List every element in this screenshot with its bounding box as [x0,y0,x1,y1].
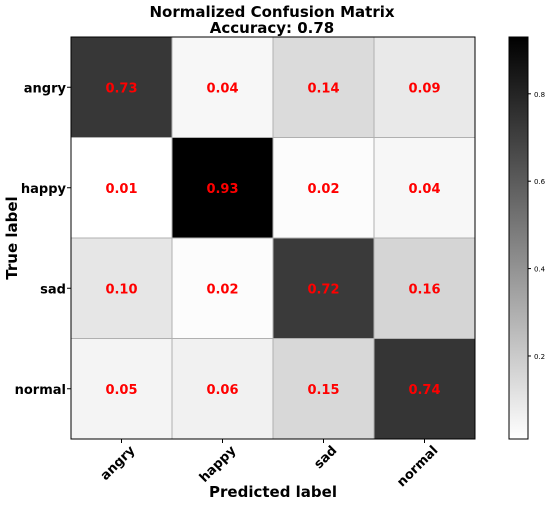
chart-subtitle: Accuracy: 0.78 [210,19,335,37]
heatmap-cell [273,137,374,238]
heatmap-grid [71,37,475,439]
heatmap-cells [71,37,475,439]
heatmap-cell [273,238,374,339]
cell-value-label: 0.73 [105,81,137,96]
heatmap-cell [374,238,475,339]
heatmap-cell [71,238,172,339]
colorbar-tick-label: 0.2 [534,353,545,361]
cell-value-labels: 0.73 0.04 0.14 0.09 0.01 0.93 0.02 0.04 0.10 0.02… [105,81,440,398]
x-tick-label: happy [197,443,240,486]
y-tick-label: happy [21,182,67,197]
heatmap-cell [71,137,172,238]
y-axis-ticks: angry happy sad normal [15,81,71,398]
cell-value-label: 0.01 [105,182,137,197]
heatmap-cell [172,37,273,138]
heatmap-cell [374,137,475,238]
colorbar [508,36,529,440]
cell-value-label: 0.04 [408,182,440,197]
y-tick-label: normal [15,383,66,398]
heatmap-cell [374,338,475,439]
cell-value-label: 0.74 [408,383,440,398]
heatmap-cell [374,37,475,138]
cell-value-label: 0.06 [206,383,238,398]
y-tick-label: sad [40,282,66,297]
cell-value-label: 0.93 [206,182,238,197]
heatmap-cell [172,238,273,339]
colorbar-tick-label: 0.4 [534,266,546,274]
chart-title: Normalized Confusion Matrix [149,3,394,21]
colorbar-tick-label: 0.8 [534,91,545,99]
cell-value-label: 0.02 [206,282,238,297]
heatmap-cell [71,338,172,439]
cell-value-label: 0.72 [307,282,339,297]
heatmap-cell [172,338,273,439]
heatmap-cell [273,37,374,138]
cell-value-label: 0.10 [105,282,137,297]
cell-value-label: 0.04 [206,81,238,96]
heatmap-cell [172,137,273,238]
colorbar-ticks: 0.2 0.4 0.6 0.8 [528,91,546,361]
colorbar-tick-label: 0.6 [534,178,546,186]
cell-value-label: 0.16 [408,282,440,297]
x-tick-label: sad [311,443,340,472]
cell-value-label: 0.15 [307,383,339,398]
cell-value-label: 0.05 [105,383,137,398]
y-axis-label: True label [3,196,21,279]
heatmap-cell [71,37,172,138]
x-axis-label: Predicted label [209,483,337,501]
cell-value-label: 0.09 [408,81,440,96]
x-tick-label: normal [394,443,441,490]
y-tick-label: angry [24,81,67,96]
cell-value-label: 0.02 [307,182,339,197]
cell-value-label: 0.14 [307,81,339,96]
plot-frame [70,36,476,440]
x-tick-label: angry [98,443,139,484]
heatmap-cell [273,338,374,439]
